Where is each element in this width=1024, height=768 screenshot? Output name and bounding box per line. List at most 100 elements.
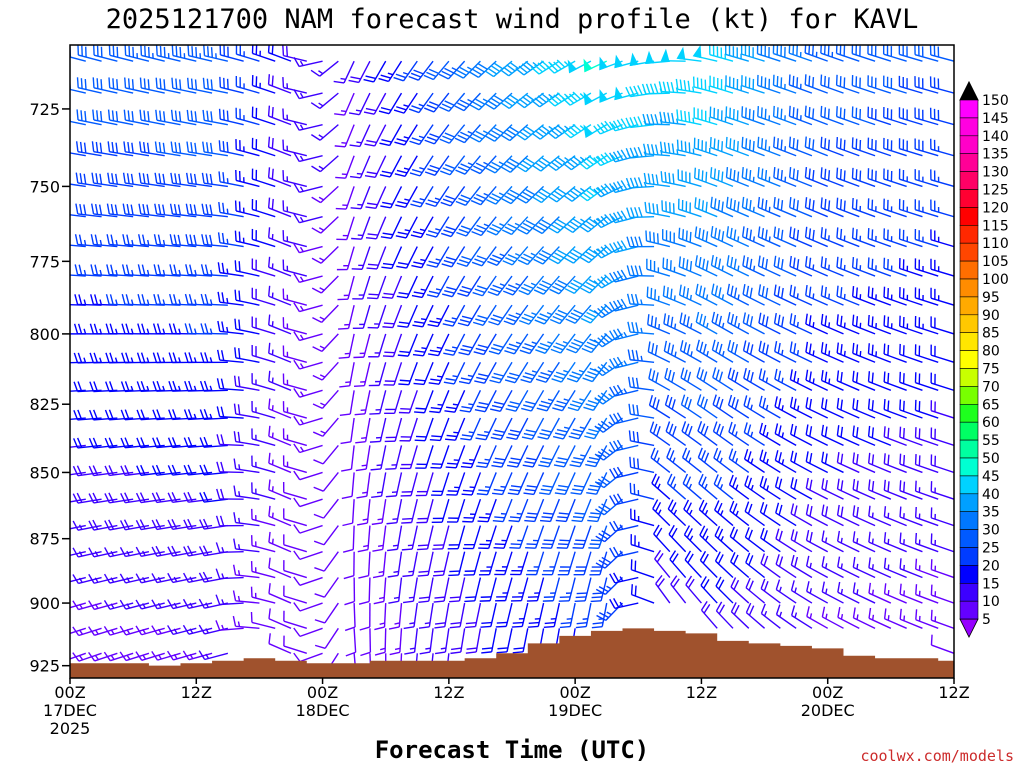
wind-barb — [354, 390, 371, 416]
wind-barb — [339, 362, 355, 388]
x-tick-label: 17DEC — [43, 701, 97, 720]
wind-barb — [556, 525, 576, 549]
wind-barb — [507, 472, 529, 496]
surface-terrain — [70, 628, 954, 678]
wind-barb — [480, 602, 497, 628]
wind-barb — [293, 602, 323, 612]
wind-barb — [588, 525, 608, 549]
wind-barb — [531, 124, 560, 140]
wind-barb — [235, 169, 260, 188]
wind-barb — [930, 533, 954, 553]
wind-barb — [151, 492, 181, 504]
wind-barb — [625, 177, 655, 189]
wind-barb — [548, 246, 576, 265]
wind-barb — [447, 525, 466, 550]
wind-barb — [899, 453, 923, 474]
wind-barb — [70, 499, 71, 500]
wind-barb — [104, 547, 134, 558]
wind-barb — [852, 556, 876, 579]
wind-barb — [788, 74, 813, 94]
wind-barb — [835, 106, 860, 126]
wind-barb — [663, 313, 686, 335]
wind-barb — [397, 333, 418, 357]
wind-barb — [73, 437, 102, 449]
wind-barb — [790, 423, 813, 447]
wind-barb — [851, 106, 876, 126]
wind-barb — [186, 109, 213, 126]
wind-barb — [694, 255, 718, 277]
wind-barb — [235, 139, 260, 157]
wind-barb — [382, 333, 403, 358]
colorbar-label: 110 — [982, 236, 1009, 252]
wind-barb — [852, 478, 876, 500]
wind-barb — [517, 216, 545, 235]
wind-barb — [445, 445, 466, 469]
wind-barb — [311, 216, 339, 234]
wind-barb — [402, 551, 418, 578]
wind-barb — [758, 284, 781, 306]
wind-barb — [310, 92, 339, 110]
wind-barb — [70, 112, 86, 126]
wind-barb — [804, 256, 828, 277]
wind-barb — [350, 186, 371, 210]
wind-barb — [282, 401, 307, 419]
wind-barb — [836, 342, 860, 363]
wind-barb — [333, 60, 355, 84]
wind-barb — [251, 455, 276, 474]
wind-barb — [167, 599, 197, 610]
wind-barb — [564, 246, 592, 264]
wind-barb — [408, 60, 434, 81]
wind-barb — [448, 577, 466, 603]
wind-barb — [899, 343, 923, 363]
wind-barb — [293, 652, 323, 663]
wind-barb — [501, 185, 529, 205]
x-tick-label: 18DEC — [296, 701, 350, 720]
wind-barb — [806, 606, 829, 629]
wind-barb — [495, 602, 513, 628]
wind-barb — [727, 394, 750, 419]
wind-barb — [491, 445, 513, 468]
wind-barb — [199, 436, 228, 448]
wind-barb — [251, 345, 276, 363]
wind-barb — [93, 45, 118, 62]
wind-barb — [537, 417, 560, 440]
wind-barb — [185, 172, 213, 188]
wind-barb — [517, 246, 545, 266]
wind-barb — [233, 538, 260, 553]
wind-barb — [643, 172, 670, 188]
wind-barb — [759, 475, 781, 500]
wind-barb — [137, 264, 165, 277]
wind-barb — [883, 286, 907, 306]
wind-barb — [119, 573, 150, 584]
wind-barb — [217, 320, 244, 335]
wind-barb — [568, 417, 592, 440]
colorbar-swatch — [959, 296, 979, 316]
wind-barb — [138, 172, 165, 188]
wind-barb — [522, 445, 545, 468]
wind-barb — [393, 92, 418, 114]
wind-barb — [726, 255, 750, 277]
colorbar-label: 40 — [982, 487, 1000, 503]
wind-barb — [614, 86, 639, 101]
wind-barb — [200, 264, 228, 277]
wind-barb — [138, 203, 165, 218]
wind-barb — [678, 227, 702, 248]
wind-barb — [135, 651, 165, 661]
wind-barb — [353, 362, 371, 387]
wind-barb — [512, 628, 529, 654]
wind-barb — [659, 111, 686, 126]
x-axis-title: Forecast Time (UTC) — [375, 736, 650, 764]
wind-barb — [609, 240, 639, 254]
wind-barb — [741, 75, 765, 94]
colorbar-label: 50 — [982, 451, 1000, 467]
wind-barb — [609, 356, 639, 369]
wind-barb — [123, 109, 150, 126]
wind-barb — [727, 339, 750, 363]
wind-barb — [773, 312, 797, 335]
wind-barb — [487, 275, 513, 296]
wind-barb — [744, 501, 765, 527]
wind-barb — [774, 341, 797, 363]
wind-barb — [70, 551, 86, 557]
wind-barb — [438, 60, 466, 80]
wind-barb — [775, 604, 797, 629]
